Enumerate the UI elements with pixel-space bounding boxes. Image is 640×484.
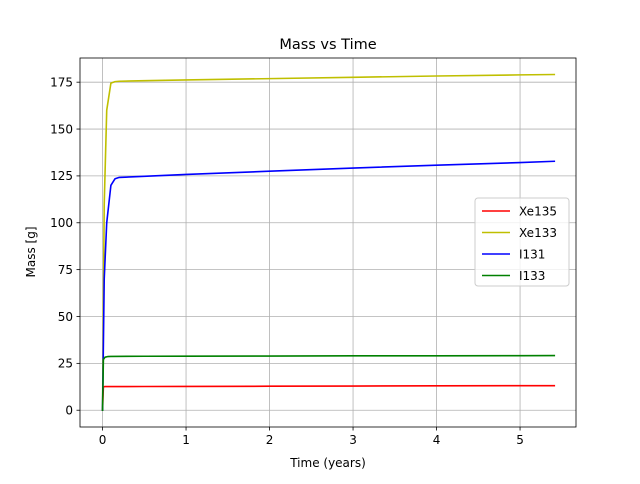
legend-label-i131: I131 <box>519 247 545 261</box>
y-tick-label: 175 <box>50 75 73 89</box>
y-tick-label: 100 <box>50 216 73 230</box>
chart-title: Mass vs Time <box>279 37 376 53</box>
series-line-xe135 <box>101 384 556 412</box>
y-tick-label: 50 <box>58 310 73 324</box>
y-axis-label: Mass [g] <box>24 226 38 277</box>
x-tick-label: 1 <box>182 433 190 447</box>
series-line-xe133 <box>101 73 556 412</box>
plot-frame <box>79 57 577 428</box>
y-tick-label: 150 <box>50 122 73 136</box>
y-tick-label: 25 <box>58 357 73 371</box>
y-tick-label: 0 <box>65 404 73 418</box>
x-tick-label: 3 <box>349 433 357 447</box>
x-tick-label: 5 <box>516 433 524 447</box>
legend-label-i133: I133 <box>519 269 545 283</box>
y-tick-label: 125 <box>50 169 73 183</box>
x-axis-label: Time (years) <box>289 456 366 470</box>
x-tick-label: 0 <box>99 433 107 447</box>
series-layer <box>101 73 556 412</box>
legend-label-xe133: Xe133 <box>519 226 557 240</box>
legend-box <box>474 197 570 287</box>
legend-label-xe135: Xe135 <box>519 204 557 218</box>
series-line-i133 <box>101 354 556 412</box>
x-tick-label: 2 <box>266 433 274 447</box>
series-line-i131 <box>101 160 556 412</box>
x-tick-label: 4 <box>433 433 441 447</box>
y-tick-label: 75 <box>58 263 73 277</box>
legend: Xe135 Xe133 I131 I133 <box>474 197 570 287</box>
